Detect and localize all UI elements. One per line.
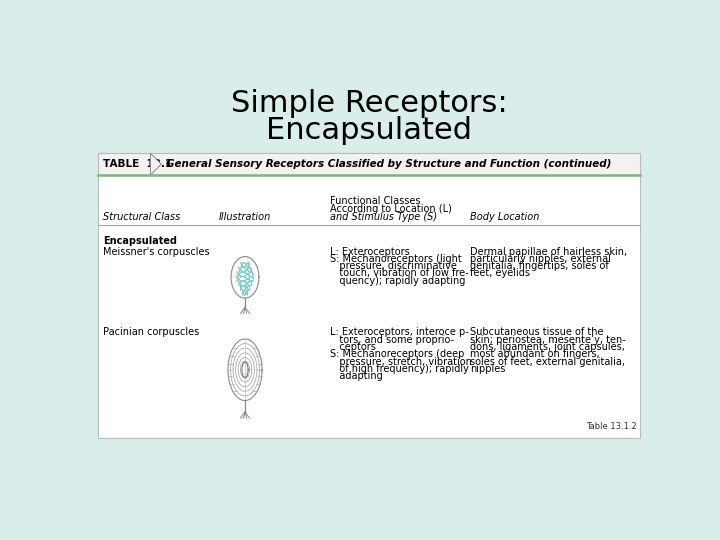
Text: tors, and some proprio-: tors, and some proprio- [330, 335, 454, 345]
Text: Encapsulated: Encapsulated [103, 236, 177, 246]
Text: of high frequency); rapidly: of high frequency); rapidly [330, 364, 469, 374]
Text: soles of feet, external genitalia,: soles of feet, external genitalia, [469, 356, 625, 367]
Text: General Sensory Receptors Classified by Structure and Function (continued): General Sensory Receptors Classified by … [166, 159, 611, 169]
Text: pressure, discriminative: pressure, discriminative [330, 261, 457, 271]
Text: particularly nipples, external: particularly nipples, external [469, 254, 611, 264]
Text: most abundant on fingers,: most abundant on fingers, [469, 349, 599, 359]
Text: Subcutaneous tissue of the: Subcutaneous tissue of the [469, 327, 603, 338]
Text: L: Exteroceptors: L: Exteroceptors [330, 247, 410, 256]
Text: pressure, stretch, vibration: pressure, stretch, vibration [330, 356, 472, 367]
Text: Table 13.1.2: Table 13.1.2 [585, 422, 636, 430]
Text: ceptors: ceptors [330, 342, 376, 352]
Text: According to Location (L): According to Location (L) [330, 204, 452, 214]
Bar [98, 153, 640, 438]
Text: Functional Classes: Functional Classes [330, 197, 420, 206]
Text: S: Mechanoreceptors (deep: S: Mechanoreceptors (deep [330, 349, 464, 359]
Text: TABLE  13.1: TABLE 13.1 [103, 159, 172, 169]
Text: adapting: adapting [330, 372, 383, 381]
Text: Structural Class: Structural Class [103, 212, 181, 222]
Text: skin; periostea, mesente’y, ten-: skin; periostea, mesente’y, ten- [469, 335, 626, 345]
Text: S: Mechanoreceptors (light: S: Mechanoreceptors (light [330, 254, 462, 264]
Bar [98, 153, 640, 175]
Text: L: Exteroceptors, interoce p-: L: Exteroceptors, interoce p- [330, 327, 469, 338]
Text: nipples: nipples [469, 364, 505, 374]
Text: Encapsulated: Encapsulated [266, 116, 472, 145]
Text: genitalia, fingertips, soles of: genitalia, fingertips, soles of [469, 261, 608, 271]
Text: quency); rapidly adapting: quency); rapidly adapting [330, 276, 466, 286]
Text: Simple Receptors:: Simple Receptors: [230, 89, 508, 118]
Text: Body Location: Body Location [469, 212, 539, 222]
Text: and Stimulus Type (S): and Stimulus Type (S) [330, 212, 437, 222]
Text: touch, vibration of low fre-: touch, vibration of low fre- [330, 268, 469, 279]
Text: Illustration: Illustration [219, 212, 271, 222]
Text: Meissner's corpuscles: Meissner's corpuscles [103, 247, 210, 256]
Text: Dermal papillae of hairless skin,: Dermal papillae of hairless skin, [469, 247, 627, 256]
PathPatch shape [150, 153, 161, 175]
Text: feet, eyelids: feet, eyelids [469, 268, 530, 279]
Text: Pacinian corpuscles: Pacinian corpuscles [103, 327, 199, 338]
Text: dons, ligaments, joint capsules,: dons, ligaments, joint capsules, [469, 342, 625, 352]
